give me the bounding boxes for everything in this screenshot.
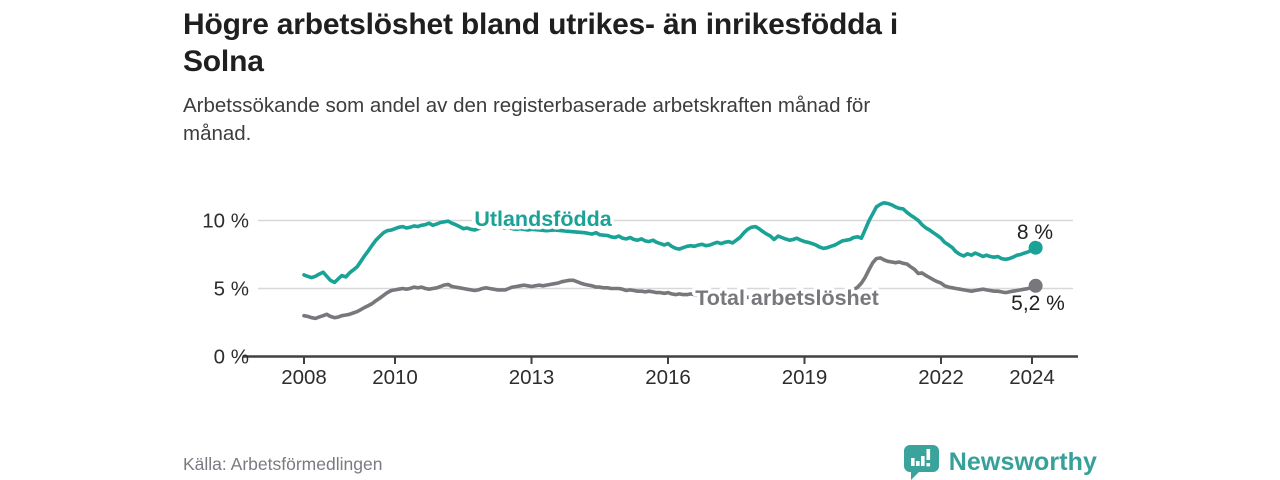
brand-name: Newsworthy: [948, 447, 1097, 476]
x-tick-label-2022: 2022: [918, 366, 964, 389]
chart-line-total-arbetsloshet: [302, 256, 1038, 321]
y-tick-label-5: 5 %: [214, 278, 249, 301]
x-tick-label-2010: 2010: [372, 366, 418, 389]
bar-chart-speech-bubble-icon: [903, 445, 939, 480]
series-label-utlandsfodda: Utlandsfödda: [474, 207, 612, 231]
title-line-2: Solna: [183, 45, 264, 78]
x-tick-label-2019: 2019: [782, 366, 828, 389]
subtitle-line-2: månad.: [183, 122, 252, 145]
end-value-label-total-arbetsloshet: 5,2 %: [1011, 292, 1065, 315]
x-tick-label-2008: 2008: [281, 366, 327, 389]
page-title: Högre arbetslöshet bland utrikes- än inr…: [183, 6, 1143, 80]
x-tick-label-2013: 2013: [509, 366, 555, 389]
newsworthy-logo: Newsworthy: [902, 444, 1097, 480]
line-chart: 2008 2010 2013 2016 2019 2022 2024 0 % 5 % 10 % Ut…: [202, 200, 1078, 389]
title-line-1: Högre arbetslöshet bland utrikes- än inr…: [183, 8, 898, 41]
end-dot-total-arbetsloshet: [1028, 278, 1043, 293]
chart-subtitle: Arbetssökande som andel av den registerb…: [183, 92, 1083, 148]
x-tick-label-2024: 2024: [1009, 366, 1055, 389]
x-tick-label-2016: 2016: [645, 366, 691, 389]
chart-line-utlandsfodda: [302, 200, 1038, 285]
y-tick-label-0: 0 %: [214, 346, 249, 369]
source-attribution: Källa: Arbetsförmedlingen: [183, 454, 383, 474]
y-tick-label-10: 10 %: [202, 210, 249, 233]
subtitle-line-1: Arbetssökande som andel av den registerb…: [183, 94, 871, 117]
end-value-label-utlandsfodda: 8 %: [1017, 221, 1053, 244]
end-dot-utlandsfodda: [1028, 240, 1043, 255]
series-label-total-arbetsloshet: Total arbetslöshet: [695, 286, 879, 310]
